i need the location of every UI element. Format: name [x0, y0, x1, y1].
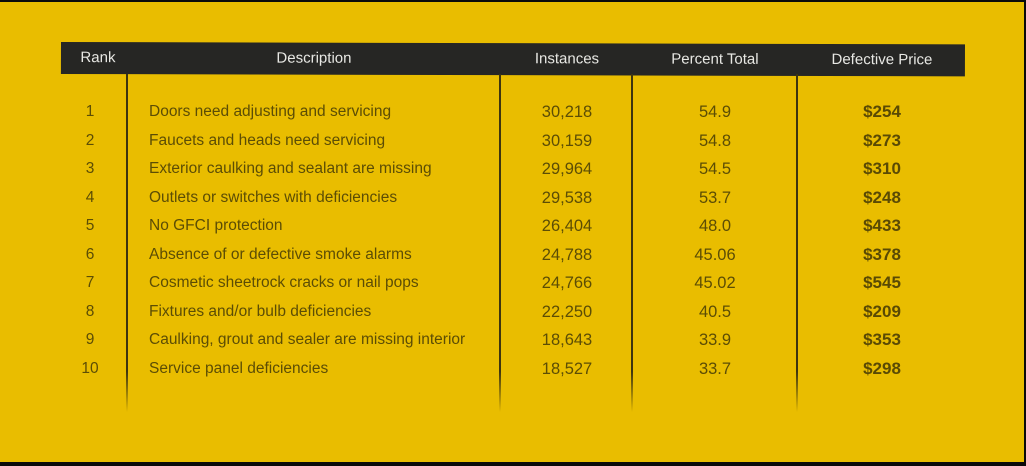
price-cell: $273: [863, 130, 901, 150]
table-row: 7 Cosmetic sheetrock cracks or nail pops…: [0, 269, 1024, 297]
price-cell: $298: [863, 358, 901, 378]
table-row: 4 Outlets or switches with deficiencies …: [0, 184, 1024, 212]
rank-cell: 4: [85, 188, 95, 206]
description-cell: Caulking, grout and sealer are missing i…: [149, 331, 466, 348]
price-cell: $353: [863, 330, 901, 349]
rank-cell: 10: [81, 359, 99, 377]
percent-cell: 54.8: [698, 131, 732, 150]
description-cell: Fixtures and/or bulb deficiencies: [149, 302, 372, 320]
description-cell: Exterior caulking and sealant are missin…: [149, 160, 432, 177]
instances-cell: 29,964: [541, 160, 593, 178]
column-divider: [796, 74, 798, 412]
instances-cell: 30,159: [541, 131, 593, 150]
instances-cell: 29,538: [541, 188, 593, 207]
percent-cell: 45.02: [694, 274, 736, 292]
instances-cell: 22,250: [541, 302, 593, 321]
price-cell: $433: [863, 216, 901, 235]
instances-cell: 24,788: [541, 245, 593, 264]
percent-cell: 54.5: [698, 160, 732, 178]
percent-cell: 48.0: [698, 217, 732, 235]
rank-cell: 5: [85, 217, 95, 234]
column-divider: [126, 74, 128, 412]
table-row: 6 Absence of or defective smoke alarms 2…: [0, 241, 1024, 269]
column-divider: [499, 74, 501, 412]
table-row: 9 Caulking, grout and sealer are missing…: [0, 326, 1024, 354]
table-row: 10 Service panel deficiencies 18,527 33.…: [0, 355, 1024, 383]
instances-cell: 18,527: [541, 359, 593, 378]
rank-cell: 8: [85, 302, 95, 320]
rank-cell: 2: [85, 131, 95, 149]
description-cell: Doors need adjusting and servicing: [149, 103, 392, 120]
price-cell: $254: [863, 102, 901, 121]
description-cell: Faucets and heads need servicing: [149, 131, 386, 149]
table-header: Rank Description Instances Percent Total…: [60, 42, 965, 77]
instances-cell: 26,404: [541, 217, 593, 235]
rank-cell: 1: [85, 103, 95, 120]
column-header-instances: Instances: [534, 50, 600, 68]
table-row: 1 Doors need adjusting and servicing 30,…: [0, 98, 1024, 126]
bottom-border: [0, 462, 1026, 466]
column-divider: [631, 74, 633, 412]
percent-cell: 54.9: [698, 103, 732, 121]
column-header-defective-price: Defective Price: [831, 51, 933, 69]
percent-cell: 53.7: [698, 188, 732, 207]
rank-cell: 9: [85, 331, 95, 348]
description-cell: Cosmetic sheetrock cracks or nail pops: [149, 274, 419, 291]
price-cell: $310: [863, 159, 901, 178]
table-row: 8 Fixtures and/or bulb deficiencies 22,2…: [0, 298, 1024, 326]
price-cell: $378: [863, 244, 901, 264]
percent-cell: 33.7: [698, 359, 732, 378]
table-row: 2 Faucets and heads need servicing 30,15…: [0, 127, 1024, 155]
description-cell: Absence of or defective smoke alarms: [149, 245, 412, 263]
rank-cell: 3: [85, 160, 95, 177]
description-cell: Service panel deficiencies: [149, 359, 329, 377]
percent-cell: 40.5: [698, 302, 732, 321]
description-cell: No GFCI protection: [149, 217, 283, 234]
percent-cell: 33.9: [698, 331, 732, 349]
table-row: 5 No GFCI protection 26,404 48.0 $433: [0, 212, 1024, 240]
price-cell: $248: [863, 187, 901, 207]
rank-cell: 6: [85, 245, 95, 263]
table-row: 3 Exterior caulking and sealant are miss…: [0, 155, 1024, 183]
column-header-description: Description: [276, 49, 352, 67]
description-cell: Outlets or switches with deficiencies: [149, 188, 398, 206]
column-header-percent-total: Percent Total: [671, 50, 759, 68]
price-cell: $545: [863, 273, 901, 292]
price-cell: $209: [863, 301, 901, 321]
instances-cell: 30,218: [541, 103, 593, 121]
percent-cell: 45.06: [694, 245, 736, 264]
rank-cell: 7: [85, 274, 95, 291]
instances-cell: 24,766: [541, 274, 593, 292]
column-header-rank: Rank: [80, 49, 116, 67]
instances-cell: 18,643: [541, 331, 593, 349]
